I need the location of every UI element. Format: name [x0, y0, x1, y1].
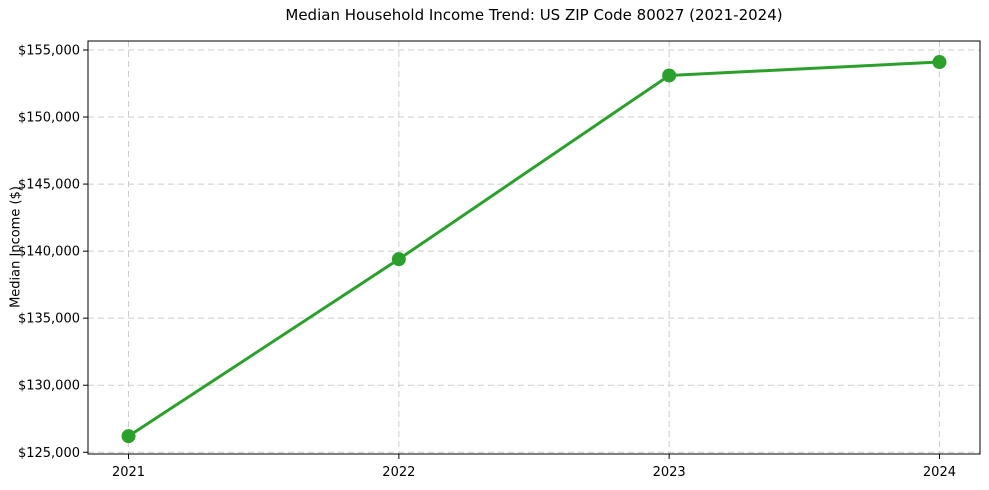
x-tick-label: 2023 — [653, 465, 686, 480]
y-tick-label: $135,000 — [18, 312, 80, 327]
y-tick-label: $130,000 — [18, 379, 80, 394]
plot-border — [87, 40, 981, 455]
y-tick-label: $125,000 — [18, 446, 80, 461]
chart-title: Median Household Income Trend: US ZIP Co… — [285, 6, 783, 24]
y-tick-label: $140,000 — [18, 245, 80, 260]
x-tick-label: 2021 — [112, 465, 145, 480]
y-tick-label: $145,000 — [18, 178, 80, 193]
x-tick-label: 2022 — [382, 465, 415, 480]
x-tick-label: 2024 — [923, 465, 956, 480]
y-tick-label: $155,000 — [18, 43, 80, 58]
data-point-marker — [121, 429, 136, 444]
data-point-marker — [662, 68, 677, 83]
series-line — [127, 60, 941, 438]
y-tick-label: $150,000 — [18, 111, 80, 126]
data-point-marker — [391, 252, 406, 267]
data-point-marker — [932, 55, 947, 70]
